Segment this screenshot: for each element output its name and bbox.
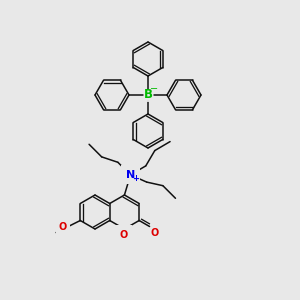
- Text: O: O: [151, 227, 159, 238]
- Text: +: +: [132, 174, 139, 183]
- Text: O: O: [58, 222, 67, 232]
- Text: B: B: [143, 88, 152, 101]
- Text: −: −: [150, 84, 158, 94]
- Text: O: O: [119, 230, 128, 240]
- Text: N: N: [126, 170, 135, 180]
